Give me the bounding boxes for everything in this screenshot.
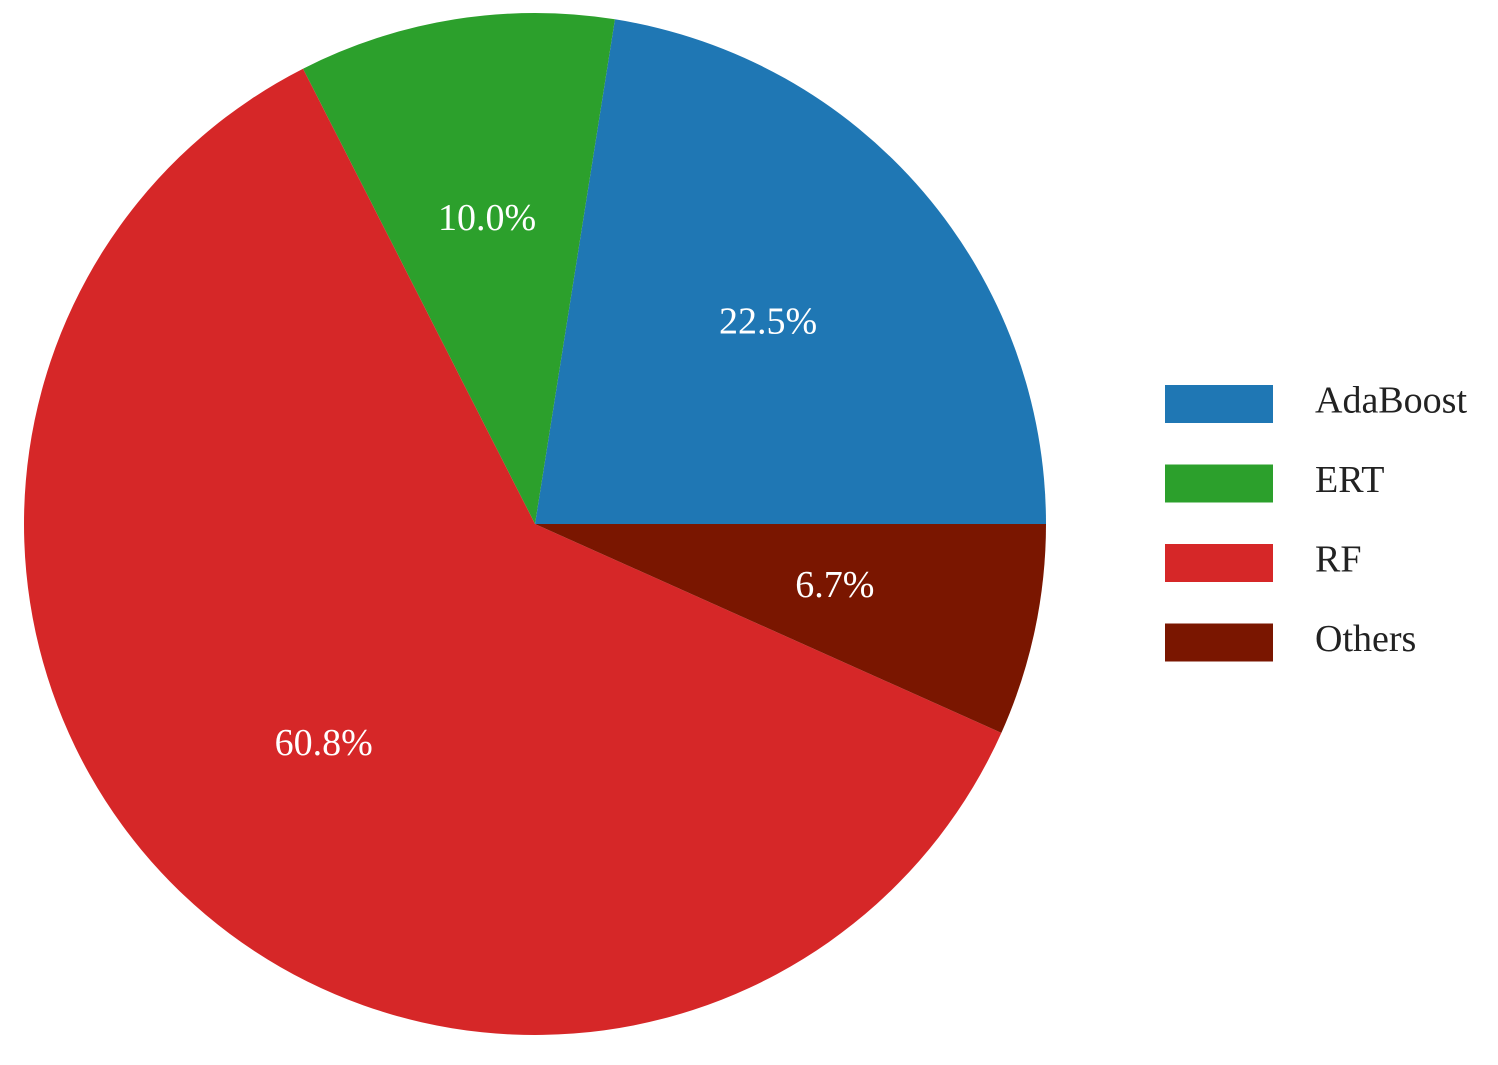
legend-label: Others — [1315, 618, 1416, 660]
slice-label: 10.0% — [438, 197, 536, 239]
legend-swatch — [1165, 544, 1273, 582]
slice-label: 6.7% — [795, 564, 874, 606]
legend-swatch — [1165, 464, 1273, 503]
slice-label: 60.8% — [275, 722, 373, 764]
legend-swatch — [1165, 385, 1273, 423]
legend-label: AdaBoost — [1315, 380, 1467, 422]
pie-slice — [535, 19, 1046, 524]
legend-label: ERT — [1315, 459, 1385, 501]
legend-swatch — [1165, 623, 1273, 662]
legend-label: RF — [1315, 539, 1361, 581]
pie-slice — [535, 524, 1046, 733]
pie-slice — [303, 12, 615, 524]
slice-label: 22.5% — [719, 301, 817, 343]
pie-slice — [24, 68, 1002, 1035]
